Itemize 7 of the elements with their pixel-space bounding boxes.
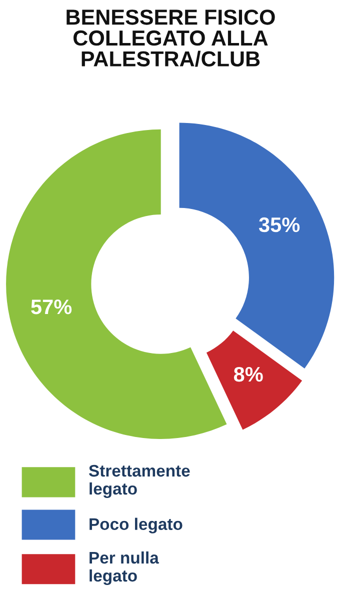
legend-label: Per nulla legato: [90, 551, 159, 585]
data-label: 35%: [258, 217, 300, 232]
chart-title: BENESSERE FISICO COLLEGATO ALLA PALESTRA/CLUB: [66, 10, 275, 67]
data-label: 8%: [234, 366, 263, 382]
legend-label: Poco legato: [90, 518, 182, 534]
data-label: 57%: [31, 300, 72, 314]
legend-label: Strettamente legato: [88, 464, 190, 498]
